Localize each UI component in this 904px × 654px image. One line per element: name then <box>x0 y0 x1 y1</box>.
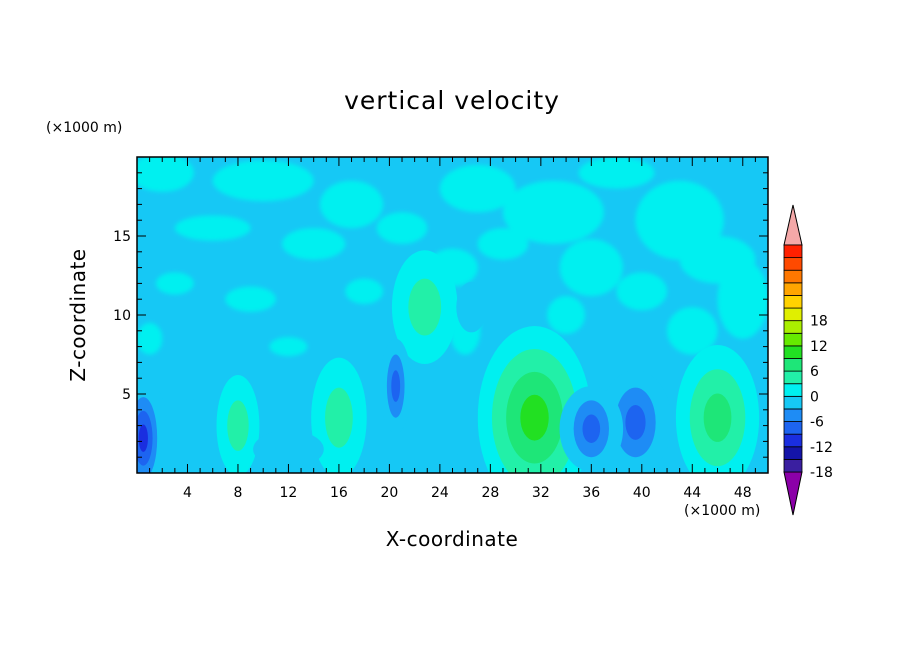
updraft-contour <box>520 394 549 441</box>
contour-patch <box>717 259 768 339</box>
colorbar-min-triangle <box>783 471 803 516</box>
colorbar-segment <box>783 408 803 422</box>
downdraft-contour <box>456 281 487 333</box>
y-tick-label: 5 <box>122 387 131 403</box>
colorbar-tick-label: -18 <box>810 465 833 481</box>
contour-patch <box>502 180 604 244</box>
downdraft-contour <box>582 414 601 443</box>
colorbar-tick-label: 0 <box>810 389 819 405</box>
x-tick-label: 28 <box>481 485 499 501</box>
contour-patch <box>137 157 194 192</box>
contour-patch <box>439 164 516 213</box>
contour-patch <box>269 337 308 357</box>
colorbar-segment <box>783 421 803 435</box>
upper-level-patches <box>137 157 768 357</box>
downdraft-contour <box>391 370 401 402</box>
x-tick-label: 48 <box>734 485 752 501</box>
downdraft-contour <box>597 324 636 363</box>
downdraft-contour <box>138 424 148 452</box>
colorbar-segment <box>783 458 803 473</box>
contour-patch <box>174 215 251 241</box>
colorbar-tick-label: -6 <box>810 415 824 431</box>
colorbar-segment <box>783 269 803 284</box>
contour-patch <box>155 272 194 295</box>
contour-patch <box>212 160 314 202</box>
colorbar-segment <box>783 295 803 309</box>
contour-patch <box>616 272 668 311</box>
colorbar-segment <box>783 332 803 347</box>
colorbar-segment <box>783 446 803 460</box>
contour-patch <box>319 180 384 229</box>
contour-patch <box>225 286 276 312</box>
contour-patch <box>477 228 529 260</box>
contour-blobs <box>137 250 760 473</box>
x-tick-label: 12 <box>280 485 298 501</box>
x-tick-label: 16 <box>330 485 348 501</box>
colorbar-segment <box>783 395 803 410</box>
x-tick-label: 44 <box>683 485 701 501</box>
y-tick-label: 10 <box>113 308 131 324</box>
x-tick-label: 20 <box>380 485 398 501</box>
downdraft-contour <box>414 378 478 458</box>
colorbar-segment <box>783 433 803 448</box>
contour-field <box>137 157 768 473</box>
contour-patch <box>578 157 655 189</box>
x-tick-label: 24 <box>431 485 449 501</box>
colorbar-segment <box>783 345 803 359</box>
colorbar-segment <box>783 244 803 259</box>
contour-patch <box>667 307 718 355</box>
contour-patch <box>376 212 428 244</box>
colorbar-segment <box>783 383 803 397</box>
contour-patch <box>345 278 384 304</box>
updraft-contour <box>325 387 353 448</box>
x-tick-label: 36 <box>582 485 600 501</box>
colorbar-segment <box>783 257 803 271</box>
colorbar-segment <box>783 320 803 334</box>
colorbar-segment <box>783 370 803 385</box>
x-tick-label: 32 <box>532 485 550 501</box>
contour-patch <box>547 296 586 334</box>
contour-patch <box>282 228 346 260</box>
updraft-contour <box>227 400 249 451</box>
downdraft-contour <box>253 430 324 469</box>
colorbar-segment <box>783 307 803 322</box>
updraft-contour <box>408 278 442 336</box>
contour-patch <box>559 239 623 297</box>
colorbar: 18 12 6 0 -6 -12 -18 <box>783 204 833 516</box>
x-axis-label: X-coordinate <box>385 527 519 551</box>
x-tick-label: 8 <box>233 485 242 501</box>
colorbar-tick-label: 12 <box>810 339 828 355</box>
x-tick-label: 40 <box>633 485 651 501</box>
colorbar-tick-label: 18 <box>810 314 828 330</box>
y-axis-unit: (×1000 m) <box>46 120 123 136</box>
colorbar-max-triangle <box>783 204 803 246</box>
downdraft-contour <box>173 398 207 469</box>
chart-title: vertical velocity <box>344 86 560 115</box>
colorbar-segment <box>783 358 803 372</box>
x-axis-unit: (×1000 m) <box>684 503 761 519</box>
x-tick-label: 4 <box>183 485 192 501</box>
y-tick-label: 15 <box>113 229 131 245</box>
colorbar-tick-label: -12 <box>810 440 833 456</box>
downdraft-contour <box>625 405 646 440</box>
colorbar-tick-label: 6 <box>810 364 819 380</box>
updraft-contour <box>703 393 732 442</box>
contour-patch <box>137 322 163 355</box>
colorbar-segment <box>783 282 803 296</box>
